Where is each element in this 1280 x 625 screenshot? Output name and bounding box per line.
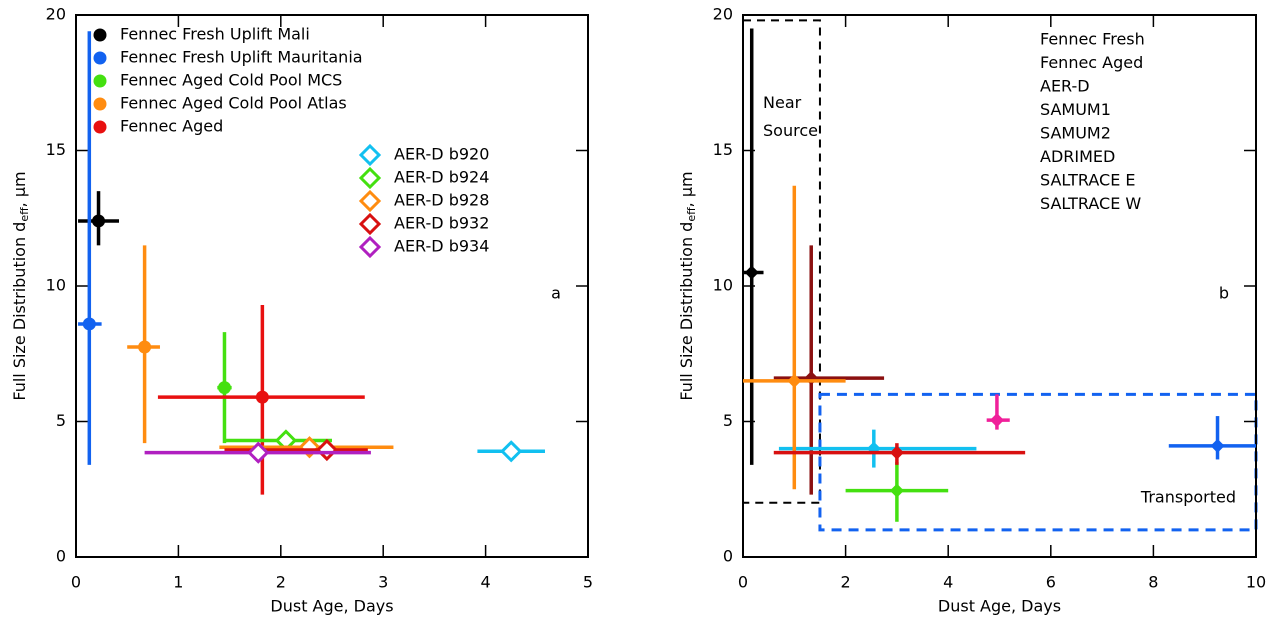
- data-point: [889, 445, 904, 460]
- y-tick-label: 20: [713, 5, 733, 24]
- x-tick-label: 8: [1148, 573, 1158, 592]
- y-tick-label: 20: [46, 5, 66, 24]
- legend-marker: [358, 166, 382, 190]
- legend-marker: [93, 120, 107, 134]
- legend-label: Fennec Aged Cold Pool MCS: [120, 71, 342, 90]
- panel: Near Source Transported 0 5 10 15 20 0 2 4 6 8 10 Dust…: [677, 5, 1267, 616]
- x-axis-label: Dust Age, Days: [938, 597, 1061, 616]
- data-point: [217, 381, 231, 395]
- y-tick-label: 10: [713, 276, 733, 295]
- legend-marker: [358, 212, 382, 236]
- data-point: [138, 340, 152, 354]
- data-point: [500, 440, 523, 463]
- legend-label: Fennec Fresh Uplift Mauritania: [120, 48, 363, 67]
- y-tick-label: 15: [46, 140, 66, 159]
- legend-marker: [93, 51, 107, 65]
- region-label: Transported: [1140, 487, 1236, 506]
- legend-label: Fennec Fresh: [1040, 30, 1145, 49]
- x-tick-label: 5: [583, 573, 593, 592]
- x-tick-label: 10: [1246, 573, 1266, 592]
- legend-label: Fennec Fresh Uplift Mali: [120, 25, 310, 44]
- legend-label: Fennec Aged: [1040, 53, 1143, 72]
- legend-marker: [93, 74, 107, 88]
- legend-marker: [358, 235, 382, 259]
- data-point: [315, 438, 339, 462]
- legend-marker: [358, 189, 382, 213]
- legend-label: SALTRACE W: [1040, 194, 1141, 213]
- data-point: [744, 265, 759, 280]
- legend-label: ADRIMED: [1040, 147, 1115, 166]
- region-label: Source: [763, 121, 818, 140]
- data-point: [247, 441, 270, 464]
- x-tick-label: 3: [378, 573, 388, 592]
- x-tick-label: 4: [481, 573, 491, 592]
- data-point: [989, 413, 1004, 428]
- legend-label: AER-D b934: [394, 237, 489, 256]
- y-tick-label: 5: [56, 411, 66, 430]
- data-point: [92, 214, 106, 228]
- y-tick-label: 10: [46, 276, 66, 295]
- x-tick-label: 0: [71, 573, 81, 592]
- legend-marker: [93, 28, 107, 42]
- x-axis-label: Dust Age, Days: [270, 597, 393, 616]
- y-axis-label-subscript: eff: [685, 207, 698, 222]
- legend-label: AER-D: [1040, 77, 1090, 96]
- legend-label: Fennec Aged: [120, 117, 223, 136]
- x-tick-label: 6: [1046, 573, 1056, 592]
- y-axis-label-unit: , μm: [677, 171, 696, 207]
- data-point: [1210, 438, 1225, 453]
- region-label: Near: [763, 93, 802, 112]
- legend-label: Fennec Aged Cold Pool Atlas: [120, 94, 347, 113]
- x-tick-label: 0: [738, 573, 748, 592]
- legend-marker: [93, 97, 107, 111]
- y-axis-label: Full Size Distribution deff, μm: [10, 171, 32, 400]
- legend-label: AER-D b928: [394, 191, 489, 210]
- legend-label: AER-D b924: [394, 168, 489, 187]
- y-tick-label: 0: [723, 547, 733, 566]
- legend-label: SAMUM1: [1040, 100, 1111, 119]
- y-axis-label-subscript: eff: [18, 207, 31, 222]
- panel: 0 5 10 15 20 0 1 2 3 4 5 Dust Age, Days Full Size Di…: [10, 5, 594, 616]
- y-tick-label: 0: [56, 547, 66, 566]
- x-tick-label: 2: [276, 573, 286, 592]
- y-tick-label: 5: [723, 411, 733, 430]
- region-box: [818, 392, 1258, 532]
- panel-label: a: [551, 284, 561, 303]
- x-tick-label: 1: [173, 573, 183, 592]
- y-tick-label: 15: [713, 140, 733, 159]
- legend-label: SALTRACE E: [1040, 171, 1136, 190]
- data-point: [787, 373, 802, 388]
- y-axis-label-text: Full Size Distribution d: [10, 222, 29, 401]
- y-axis-label-text: Full Size Distribution d: [677, 222, 696, 401]
- x-tick-label: 4: [943, 573, 953, 592]
- legend-marker: [358, 143, 382, 167]
- legend-label: AER-D b932: [394, 214, 489, 233]
- data-point: [82, 317, 96, 331]
- y-axis-label-unit: , μm: [10, 171, 29, 207]
- legend-label: AER-D b920: [394, 145, 489, 164]
- panel-label: b: [1219, 284, 1229, 303]
- x-tick-label: 2: [841, 573, 851, 592]
- data-point: [255, 390, 269, 404]
- data-point: [804, 371, 819, 386]
- data-point: [889, 483, 904, 498]
- legend-label: SAMUM2: [1040, 124, 1111, 143]
- y-axis-label: Full Size Distribution deff, μm: [677, 171, 699, 400]
